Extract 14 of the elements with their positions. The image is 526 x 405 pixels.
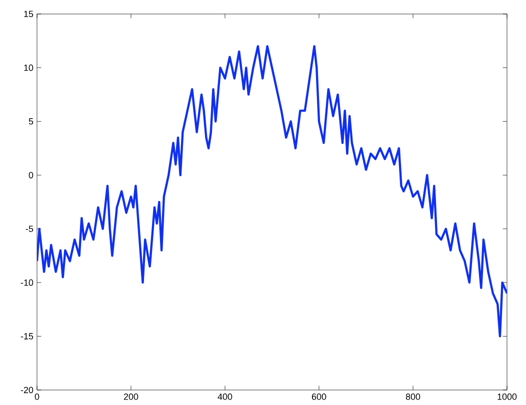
- x-tick-label: 600: [312, 394, 326, 400]
- x-tick-label: 800: [406, 394, 420, 400]
- y-tick-label: -20: [20, 386, 34, 394]
- y-tick-label: -15: [20, 333, 34, 340]
- y-tick-label: 0: [28, 172, 34, 178]
- x-tick-label: 400: [218, 394, 232, 400]
- y-tick-label: 10: [24, 64, 34, 71]
- x-tick-label: 0: [34, 394, 40, 400]
- y-tick-label: -10: [20, 279, 34, 286]
- y-tick-label: -5: [26, 226, 34, 232]
- x-tick-label: 1000: [498, 394, 517, 400]
- y-tick-label: 5: [28, 118, 34, 125]
- x-tick-label: 200: [124, 394, 138, 400]
- y-tick-label: 15: [24, 10, 34, 18]
